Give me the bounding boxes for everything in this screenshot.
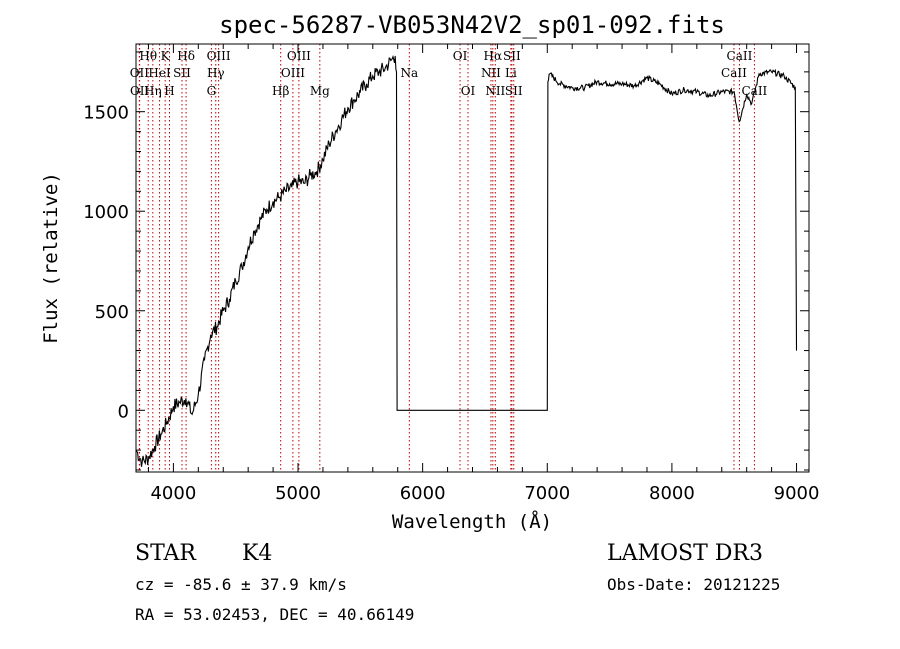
spectral-line-label: SII — [173, 66, 191, 80]
y-axis-label: Flux (relative) — [40, 172, 62, 344]
object-subclass: K4 — [242, 541, 272, 566]
x-tick-label: 7000 — [524, 483, 570, 504]
spectral-line-label: Hδ — [177, 49, 195, 63]
coordinates: RA = 53.02453, DEC = 40.66149 — [135, 605, 414, 624]
y-tick-label: 500 — [95, 302, 129, 323]
y-tick-label: 1500 — [83, 103, 129, 124]
spectral-line-markers — [138, 44, 755, 472]
y-axis-ticks: 0 500 1000 1500 — [83, 51, 809, 471]
spectral-line-label: OIII — [281, 66, 305, 80]
chart-title: spec-56287-VB053N42V2_sp01-092.fits — [219, 11, 725, 39]
y-tick-label: 0 — [118, 401, 129, 422]
spectral-line-label: Hγ — [207, 66, 225, 80]
object-class: STAR — [135, 541, 197, 566]
x-tick-label: 8000 — [649, 483, 695, 504]
x-tick-label: 4000 — [150, 483, 196, 504]
redshift-velocity: cz = -85.6 ± 37.9 km/s — [135, 575, 347, 594]
spectral-line-label: K — [161, 49, 171, 63]
y-tick-label: 1000 — [83, 202, 129, 223]
spectral-line-label: H — [164, 84, 174, 98]
plot-frame — [135, 43, 810, 473]
survey-name: LAMOST DR3 — [607, 541, 763, 566]
spectral-line-label: SII — [505, 84, 523, 98]
spectral-line-label: SII — [503, 49, 521, 63]
spectral-line-label: CaII — [721, 66, 747, 80]
x-tick-label: 9000 — [774, 483, 820, 504]
spectral-line-label: OI — [461, 84, 476, 98]
spectral-line-label: Hη — [144, 84, 162, 98]
spectral-line-label: NII — [485, 84, 505, 98]
spectral-line-label: HeI — [148, 66, 171, 80]
x-axis-ticks: 4000 5000 6000 7000 8000 9000 — [147, 44, 820, 504]
spectral-line-label: OII — [130, 84, 150, 98]
spectral-line-label: Hα — [484, 49, 503, 63]
x-tick-label: 5000 — [275, 483, 321, 504]
spectral-line-label: OIII — [207, 49, 231, 63]
spectral-line-label: OII — [130, 66, 150, 80]
spectral-line-label: CaII — [727, 49, 753, 63]
spectral-line-label: Na — [400, 66, 418, 80]
x-axis-label: Wavelength (Å) — [392, 510, 552, 533]
spectral-line-label: Hθ — [139, 49, 157, 63]
spectral-line-label: NII — [481, 66, 501, 80]
spectral-line-label: G — [207, 84, 217, 98]
spectral-line-label: Hβ — [272, 84, 289, 98]
spectral-line-label: OIII — [287, 49, 311, 63]
spectral-line-label: OI — [453, 49, 468, 63]
spectral-line-label: Mg — [310, 84, 330, 98]
observation-date: Obs-Date: 20121225 — [607, 575, 780, 594]
flux-series-line — [135, 54, 798, 467]
spectral-line-label: Li — [505, 66, 517, 80]
x-tick-label: 6000 — [400, 483, 446, 504]
